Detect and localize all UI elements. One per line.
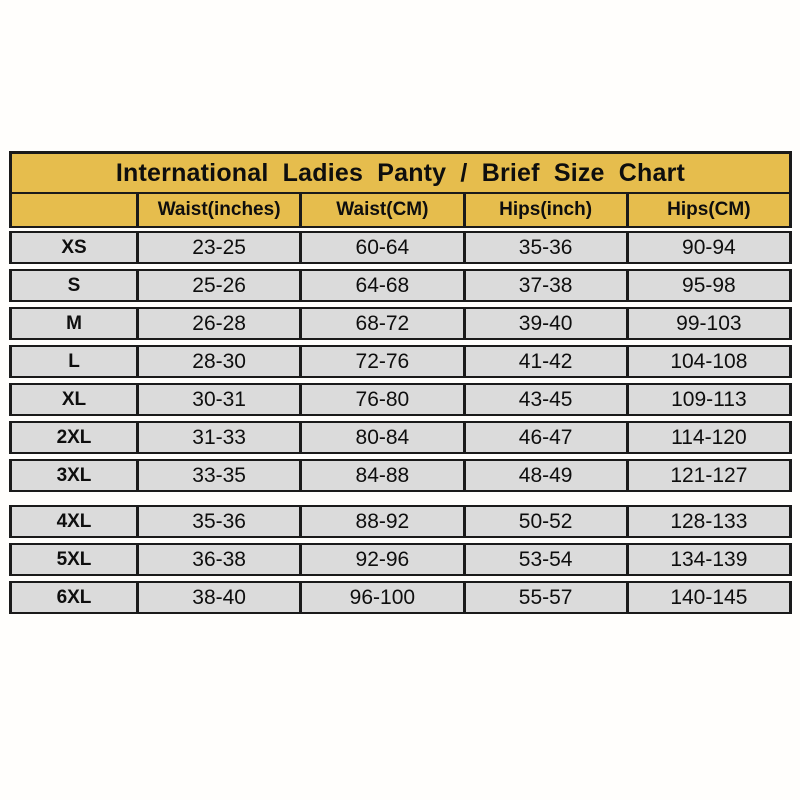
waist-cm-cell: 64-68 (299, 271, 462, 300)
hips-cm-cell: 90-94 (625, 233, 789, 262)
table-title-bar: International Ladies Panty / Brief Size … (9, 151, 792, 195)
table-row-xl: XL 30-31 76-80 43-45 109-113 (9, 383, 792, 416)
waist-inches-cell: 28-30 (136, 347, 299, 376)
waist-cm-cell: 88-92 (299, 507, 462, 536)
table-row-xs: XS 23-25 60-64 35-36 90-94 (9, 231, 792, 264)
hips-inch-cell: 39-40 (462, 309, 626, 338)
hips-inch-cell: 48-49 (462, 461, 626, 490)
size-chart-table: International Ladies Panty / Brief Size … (9, 151, 792, 614)
waist-cm-cell: 84-88 (299, 461, 462, 490)
hips-inch-cell: 35-36 (462, 233, 626, 262)
size-cell: 4XL (56, 510, 92, 532)
waist-cm-cell: 76-80 (299, 385, 462, 414)
size-cell: M (66, 312, 82, 334)
hips-cm-cell: 104-108 (625, 347, 789, 376)
header-cell-hips-inch: Hips(inch) (462, 194, 626, 226)
waist-cm-cell: 72-76 (299, 347, 462, 376)
waist-inches-cell: 26-28 (136, 309, 299, 338)
table-row-l: L 28-30 72-76 41-42 104-108 (9, 345, 792, 378)
size-cell: 3XL (56, 464, 92, 486)
size-cell: S (67, 274, 81, 296)
waist-cm-cell: 60-64 (299, 233, 462, 262)
hips-cm-cell: 128-133 (625, 507, 789, 536)
waist-inches-cell: 25-26 (136, 271, 299, 300)
table-row-3xl: 3XL 33-35 84-88 48-49 121-127 (9, 459, 792, 492)
waist-cm-cell: 80-84 (299, 423, 462, 452)
size-cell: L (68, 350, 80, 372)
waist-inches-cell: 33-35 (136, 461, 299, 490)
header-cell-size (12, 194, 136, 226)
hips-inch-cell: 55-57 (462, 583, 626, 612)
table-header-row: Waist(inches) Waist(CM) Hips(inch) Hips(… (9, 192, 792, 228)
waist-inches-cell: 30-31 (136, 385, 299, 414)
header-cell-waist-cm: Waist(CM) (299, 194, 462, 226)
size-cell: 6XL (56, 586, 92, 608)
waist-inches-cell: 36-38 (136, 545, 299, 574)
waist-inches-cell: 23-25 (136, 233, 299, 262)
table-row-5xl: 5XL 36-38 92-96 53-54 134-139 (9, 543, 792, 576)
hips-inch-cell: 43-45 (462, 385, 626, 414)
hips-cm-cell: 99-103 (625, 309, 789, 338)
waist-cm-cell: 96-100 (299, 583, 462, 612)
table-row-s: S 25-26 64-68 37-38 95-98 (9, 269, 792, 302)
waist-inches-cell: 35-36 (136, 507, 299, 536)
table-title: International Ladies Panty / Brief Size … (115, 158, 686, 187)
hips-inch-cell: 46-47 (462, 423, 626, 452)
table-row-4xl: 4XL 35-36 88-92 50-52 128-133 (9, 505, 792, 538)
hips-cm-cell: 140-145 (625, 583, 789, 612)
hips-cm-cell: 114-120 (625, 423, 789, 452)
size-cell: 5XL (56, 548, 92, 570)
hips-cm-cell: 134-139 (625, 545, 789, 574)
size-cell: 2XL (56, 426, 92, 448)
size-cell: XS (61, 236, 87, 258)
hips-cm-cell: 95-98 (625, 271, 789, 300)
header-cell-waist-inches: Waist(inches) (136, 194, 299, 226)
waist-cm-cell: 92-96 (299, 545, 462, 574)
table-row-6xl: 6XL 38-40 96-100 55-57 140-145 (9, 581, 792, 614)
header-cell-hips-cm: Hips(CM) (625, 194, 789, 226)
table-row-2xl: 2XL 31-33 80-84 46-47 114-120 (9, 421, 792, 454)
hips-inch-cell: 37-38 (462, 271, 626, 300)
hips-cm-cell: 109-113 (625, 385, 789, 414)
hips-inch-cell: 50-52 (462, 507, 626, 536)
hips-cm-cell: 121-127 (625, 461, 789, 490)
size-cell: XL (61, 388, 87, 410)
hips-inch-cell: 41-42 (462, 347, 626, 376)
hips-inch-cell: 53-54 (462, 545, 626, 574)
waist-cm-cell: 68-72 (299, 309, 462, 338)
waist-inches-cell: 38-40 (136, 583, 299, 612)
table-row-m: M 26-28 68-72 39-40 99-103 (9, 307, 792, 340)
waist-inches-cell: 31-33 (136, 423, 299, 452)
